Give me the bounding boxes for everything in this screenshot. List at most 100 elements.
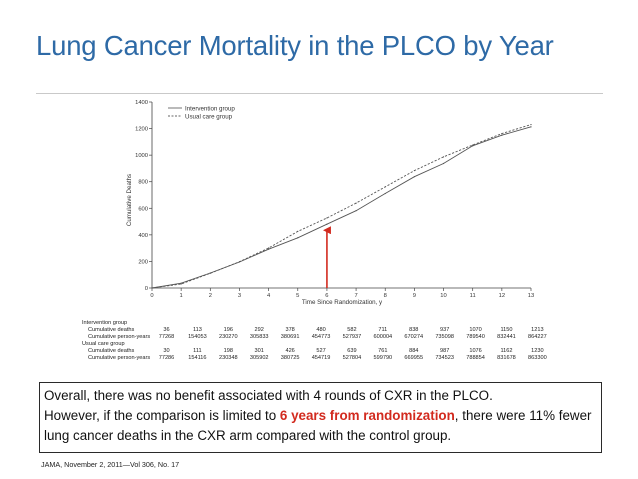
x-tick-label: 9 — [413, 293, 416, 299]
x-tick-label: 10 — [440, 293, 446, 299]
x-tick-label: 7 — [354, 293, 357, 299]
data-point — [501, 133, 503, 135]
x-tick-label: 12 — [499, 293, 505, 299]
x-tick-label: 3 — [238, 293, 241, 299]
data-point — [442, 156, 445, 158]
table-row: Cumulative person-years 77268 154053 230270… — [82, 334, 552, 341]
data-point — [413, 169, 415, 172]
table-cell: 864227 — [528, 334, 547, 340]
table-cell: 527937 — [342, 334, 362, 340]
table-cell: 380691 — [280, 334, 300, 340]
deaths-table: Intervention group Cumulative deaths 36 113… — [82, 320, 552, 362]
table-cell: 832441 — [497, 334, 516, 340]
table-cell: 196 — [223, 327, 233, 333]
table-cell: 838 — [409, 327, 419, 333]
legend-label-intervention: Intervention group — [185, 106, 235, 113]
table-cell: 292 — [254, 327, 264, 333]
note-sentence-2-end: , there were 11% fewer lung cancer death… — [44, 408, 592, 443]
table-cell: 788854 — [466, 355, 485, 361]
x-tick-label: 5 — [296, 293, 299, 299]
table-cell: 198 — [223, 348, 233, 354]
table-cell: 761 — [378, 348, 388, 354]
table-row: Cumulative person-years 77286 154116 230348… — [82, 355, 552, 362]
note-highlight: 6 years from randomization — [279, 408, 455, 423]
table-cell: 480 — [316, 327, 326, 333]
series-line-usual-care — [151, 124, 532, 289]
table-cell: 1162 — [500, 348, 513, 354]
table-cell: 301 — [254, 348, 264, 354]
data-point — [442, 162, 445, 165]
table-row: Cumulative deaths 36 113 196 292 378 480 582 711… — [82, 327, 552, 334]
series-line-intervention — [151, 126, 532, 289]
data-point — [297, 237, 299, 239]
table-cell: 599790 — [373, 355, 393, 361]
citation: JAMA, November 2, 2011—Vol 306, No. 17 — [41, 460, 180, 469]
x-tick-label: 8 — [384, 293, 387, 299]
y-tick-label: 600 — [138, 206, 148, 212]
table-cell: 863300 — [528, 355, 547, 361]
x-tick-label: 4 — [267, 293, 271, 299]
table-cell: 711 — [378, 327, 388, 333]
x-axis-label: Time Since Randomization, y — [302, 299, 383, 306]
table-cell: 734523 — [435, 355, 454, 361]
chart-legend: Intervention group Usual care group — [168, 106, 235, 121]
table-cell: 582 — [347, 327, 357, 333]
data-point — [384, 192, 386, 195]
data-point — [326, 217, 328, 219]
y-tick-label: 1000 — [135, 153, 148, 159]
table-cell: 305902 — [249, 355, 269, 361]
table-cell: 1070 — [469, 327, 482, 333]
data-point — [151, 287, 153, 289]
table-cell: 1076 — [469, 348, 482, 354]
x-tick-label: 6 — [325, 293, 328, 299]
chart-series — [151, 123, 532, 289]
y-tick-label: 0 — [145, 286, 148, 292]
table-cell: 454773 — [311, 334, 331, 340]
note-sentence-2-start: However, if the comparison is limited to — [44, 408, 280, 423]
table-cell: 454719 — [311, 355, 331, 361]
data-point — [268, 247, 270, 249]
table-group-heading: Usual care group — [82, 341, 125, 347]
y-tick-label: 400 — [138, 233, 148, 239]
data-point — [238, 261, 241, 263]
x-tick-label: 13 — [528, 293, 534, 299]
table-cell: 600004 — [373, 334, 393, 340]
data-point — [530, 123, 532, 126]
data-point — [530, 126, 532, 128]
table-cell: 113 — [192, 327, 202, 333]
row-label: Cumulative deaths — [88, 327, 135, 333]
row-label: Cumulative deaths — [88, 348, 135, 354]
data-point — [355, 202, 357, 204]
data-point — [297, 230, 299, 233]
data-point — [413, 176, 415, 178]
data-point — [209, 272, 211, 274]
x-tick-label: 11 — [470, 293, 476, 299]
row-label: Cumulative person-years — [88, 355, 151, 361]
table-cell: 230270 — [218, 334, 238, 340]
data-point — [180, 283, 182, 285]
legend-label-usual-care: Usual care group — [185, 114, 233, 121]
table-cell: 987 — [439, 348, 450, 354]
title-divider — [36, 93, 603, 94]
table-cell: 305833 — [249, 334, 269, 340]
table-cell: 1213 — [531, 327, 544, 333]
table-cell: 77268 — [158, 334, 175, 340]
table-cell: 1230 — [531, 348, 544, 354]
data-point — [384, 186, 386, 188]
conclusion-box: Overall, there was no benefit associated… — [39, 382, 602, 453]
table-cell: 380725 — [280, 355, 300, 361]
table-cell: 426 — [285, 348, 295, 354]
table-cell: 527804 — [342, 355, 362, 361]
data-point — [355, 210, 357, 212]
y-axis-label: Cumulative Deaths — [126, 174, 133, 226]
y-tick-label: 800 — [138, 180, 148, 186]
table-cell: 154116 — [188, 355, 207, 361]
table-cell: 831678 — [497, 355, 516, 361]
table-cell: 77286 — [158, 355, 175, 361]
table-cell: 789540 — [466, 334, 485, 340]
data-point — [501, 134, 503, 136]
data-point — [268, 248, 270, 250]
x-tick-label: 1 — [180, 293, 183, 299]
